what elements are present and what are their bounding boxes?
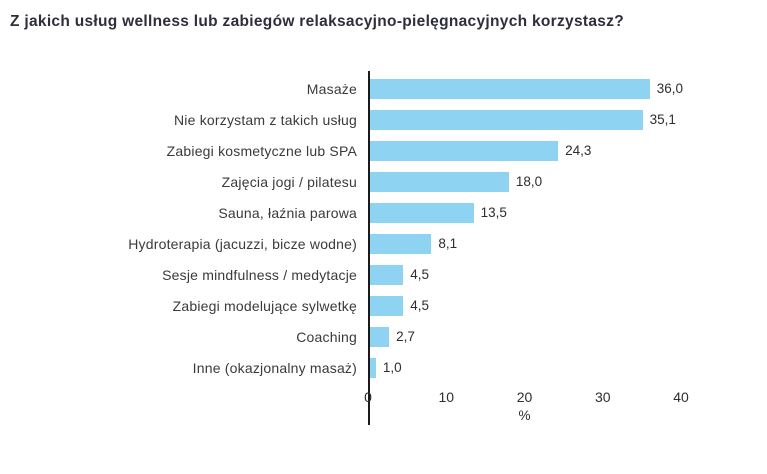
bar [368, 140, 559, 161]
chart-row: Inne (okazjonalny masaż) 1,0 [0, 352, 767, 383]
value-label: 2,7 [396, 328, 415, 344]
x-axis: 0 10 20 30 40 [364, 383, 689, 405]
category-label: Sauna, łaźnia parowa [218, 204, 357, 221]
category-label: Zabiegi kosmetyczne lub SPA [166, 142, 357, 159]
chart-row: Sauna, łaźnia parowa 13,5 [0, 197, 767, 228]
chart-row: Zajęcia jogi / pilatesu 18,0 [0, 166, 767, 197]
value-label: 8,1 [438, 235, 458, 251]
bar-track: 36,0 [368, 78, 698, 99]
category-label: Inne (okazjonalny masaż) [192, 359, 357, 376]
category-label: Sesje mindfulness / medytacje [162, 266, 357, 283]
bar [368, 171, 509, 192]
bar-track: 4,5 [368, 264, 698, 285]
x-tick-label: 30 [594, 389, 611, 405]
bar [368, 202, 474, 223]
x-axis-label: % [518, 408, 531, 423]
chart-row: Zabiegi kosmetyczne lub SPA 24,3 [0, 135, 767, 166]
x-tick-label: 10 [438, 389, 455, 405]
bar [368, 109, 643, 130]
chart-row: Masaże 36,0 [0, 73, 767, 104]
value-label: 18,0 [515, 173, 543, 189]
x-tick-label: 20 [516, 389, 533, 405]
x-tick-label: 0 [364, 389, 372, 405]
chart-row: Coaching 2,7 [0, 321, 767, 352]
value-label: 24,3 [565, 142, 592, 158]
value-label: 4,5 [410, 297, 429, 313]
chart-row: Hydroterapia (jacuzzi, bicze wodne) 8,1 [0, 228, 767, 259]
chart-row: Sesje mindfulness / medytacje 4,5 [0, 259, 767, 290]
bar-track: 35,1 [368, 109, 698, 130]
bar-track: 24,3 [368, 140, 698, 161]
y-axis-line [368, 71, 370, 425]
bar-track: 18,0 [368, 171, 698, 192]
bar-chart: Masaże 36,0 Nie korzystam z takich usług 35… [0, 71, 767, 425]
bar [368, 357, 376, 378]
value-label: 36,0 [656, 80, 683, 96]
bar-track: 1,0 [368, 357, 698, 378]
bar-track: 2,7 [368, 326, 698, 347]
category-label: Zajęcia jogi / pilatesu [221, 173, 357, 190]
value-label: 1,0 [382, 359, 402, 375]
x-tick-label: 40 [673, 389, 689, 405]
bar-track: 8,1 [368, 233, 698, 254]
chart-row: Nie korzystam z takich usług 35,1 [0, 104, 767, 135]
chart-title: Z jakich usług wellness lub zabiegów rel… [10, 13, 625, 30]
bar [368, 78, 650, 99]
category-label: Zabiegi modelujące sylwetkę [172, 297, 357, 314]
chart-rows: Masaże 36,0 Nie korzystam z takich usług 35… [0, 73, 767, 383]
category-label: Masaże [306, 80, 357, 97]
bar [368, 326, 390, 347]
bar-track: 4,5 [368, 295, 698, 316]
category-label: Nie korzystam z takich usług [174, 111, 357, 128]
bar [368, 264, 404, 285]
value-label: 35,1 [649, 111, 676, 127]
value-label: 4,5 [410, 266, 429, 282]
bar-track: 13,5 [368, 202, 698, 223]
category-label: Hydroterapia (jacuzzi, bicze wodne) [128, 235, 357, 252]
bar [368, 295, 404, 316]
value-label: 13,5 [480, 204, 507, 220]
chart-row: Zabiegi modelujące sylwetkę 4,5 [0, 290, 767, 321]
category-label: Coaching [296, 328, 357, 345]
bar [368, 233, 432, 254]
